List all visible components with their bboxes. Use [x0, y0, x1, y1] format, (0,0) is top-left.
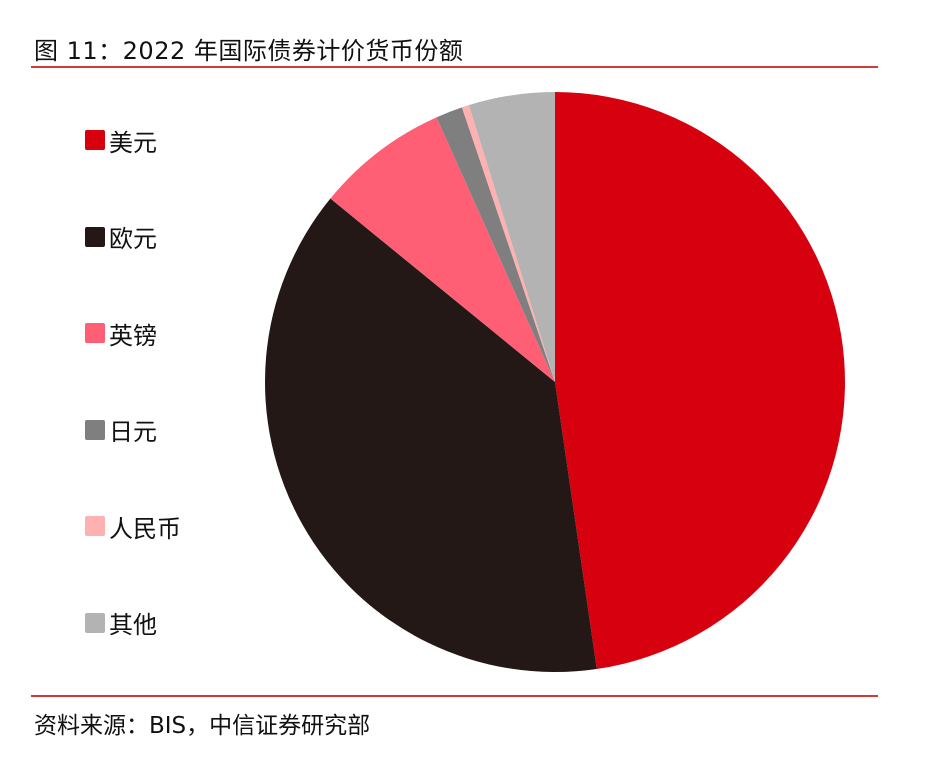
legend-swatch-cny	[85, 516, 105, 536]
legend-label-jpy: 日元	[109, 418, 157, 446]
legend-label-eur: 欧元	[109, 225, 157, 253]
legend-item-eur: 欧元	[85, 221, 181, 253]
legend-item-cny: 人民币	[85, 510, 181, 543]
legend-item-jpy: 日元	[85, 414, 181, 446]
source-divider	[31, 695, 878, 697]
legend-label-other: 其他	[109, 611, 157, 639]
pie-slice-4	[461, 105, 555, 382]
legend-swatch-jpy	[85, 419, 105, 440]
legend-swatch-eur	[85, 226, 105, 247]
title-divider	[31, 66, 878, 68]
legend-label-gbp: 英镑	[109, 321, 157, 350]
legend: 美元 欧元 英镑 日元 人民币 其他	[85, 124, 181, 703]
source-note: 资料来源：BIS，中信证券研究部	[34, 713, 371, 739]
legend-swatch-gbp	[85, 323, 105, 343]
legend-swatch-other	[85, 612, 105, 633]
pie-slice-3	[436, 107, 555, 382]
legend-item-gbp: 英镑	[85, 317, 181, 350]
legend-label-usd: 美元	[109, 128, 157, 157]
pie-slice-0	[555, 92, 845, 669]
legend-swatch-usd	[85, 130, 105, 150]
legend-item-other: 其他	[85, 607, 181, 639]
pie-slice-5	[468, 92, 555, 382]
legend-label-cny: 人民币	[109, 514, 181, 543]
pie-slice-1	[265, 198, 597, 672]
pie-slice-2	[330, 117, 555, 382]
chart-title: 图 11：2022 年国际债券计价货币份额	[34, 37, 464, 65]
legend-item-usd: 美元	[85, 124, 181, 157]
